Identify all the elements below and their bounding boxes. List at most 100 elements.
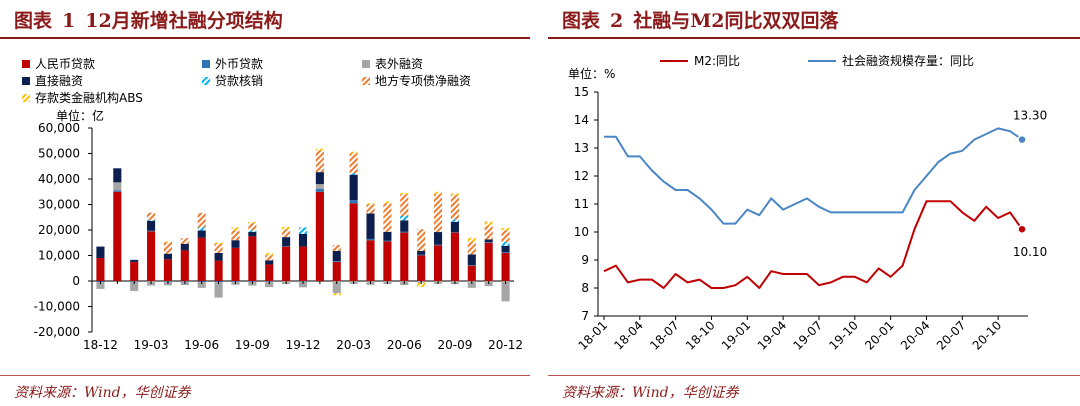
x-tick-label: 19-01: [719, 318, 754, 353]
legend-swatch-fx: [202, 60, 210, 68]
bar-segment-direct-19-04: [163, 253, 173, 260]
bar-segment-abs-19-04: [163, 241, 173, 243]
x-tick-label: 19-10: [826, 318, 861, 353]
left-title-rule: [0, 37, 530, 39]
bar-segment-lgb-20-11: [484, 225, 493, 240]
y-tick-label: -20,000: [34, 325, 80, 339]
bar-segment-lgb-20-08: [433, 193, 443, 233]
x-tick-label: 18-12: [83, 338, 118, 352]
bar-segment-lgb-20-04: [366, 204, 375, 214]
bar-segment-rmb-19-01: [113, 191, 122, 281]
bar-segment-abs-20-09: [450, 193, 459, 196]
bar-segment-fx-20-05: [383, 240, 392, 242]
bar-segment-trust-18-12: [96, 282, 105, 289]
bar-segment-direct-19-02: [130, 259, 139, 262]
bar-segment-direct-19-08: [231, 240, 240, 248]
bar-segment-fx-20-09: [450, 232, 459, 233]
bar-segment-writeoff-20-06: [400, 215, 409, 221]
x-tick-label: 18-07: [647, 318, 682, 353]
right-chart-title: 图表 2 社融与M2同比双双回落: [562, 10, 839, 32]
bar-segment-fx-19-11: [282, 246, 291, 247]
x-tick-label: 19-07: [791, 318, 826, 353]
bar-segment-direct-20-03: [349, 174, 358, 201]
bar-segment-rmb-19-03: [147, 231, 156, 281]
bar-segment-direct-20-08: [433, 232, 443, 245]
bar-segment-rmb-20-12: [501, 252, 510, 281]
bar-segment-lgb-20-02: [332, 245, 341, 251]
bar-segment-rmb-19-05: [180, 250, 189, 281]
x-tick-label: 18-04: [611, 318, 646, 353]
legend-label-abs: 存款类金融机构ABS: [35, 90, 143, 105]
y-tick-label: -10,000: [34, 300, 80, 314]
bar-segment-trust-19-06: [197, 282, 206, 288]
left-chart-title: 图表 1 12月新增社融分项结构: [14, 10, 283, 32]
bar-segment-abs-20-08: [433, 191, 443, 194]
bar-segment-trust-19-10: [265, 281, 274, 288]
bar-segment-writeoff-20-09: [450, 219, 459, 222]
x-tick-label: 20-01: [862, 318, 897, 353]
y-tick-label: 9: [581, 253, 589, 267]
bar-segment-abs-20-03: [349, 151, 358, 154]
left-source-rule: [0, 375, 530, 376]
bar-segment-abs-19-10: [265, 252, 274, 256]
bar-segment-lgb-20-05: [383, 203, 392, 232]
y-tick-label: 12: [574, 169, 589, 183]
x-tick-label: 20-04: [898, 318, 933, 353]
x-tick-label: 18-01: [576, 318, 611, 353]
legend-swatch-abs: [22, 94, 30, 102]
bar-segment-abs-19-09: [248, 221, 257, 224]
bar-segment-lgb-19-10: [265, 255, 274, 261]
legend-swatch-lgb: [362, 77, 370, 85]
legend-label-tsf: 社会融资规模存量：同比: [842, 53, 974, 68]
bar-segment-writeoff-19-09: [248, 230, 257, 232]
bar-segment-direct-20-06: [400, 220, 409, 232]
y-tick-label: 40,000: [38, 172, 80, 186]
bar-segment-lgb-20-09: [450, 195, 459, 220]
bar-segment-fx-20-11: [484, 241, 493, 243]
bar-segment-rmb-20-08: [433, 245, 443, 281]
bar-segment-lgb-19-03: [147, 212, 156, 220]
y-unit-label: 单位：亿: [56, 108, 104, 123]
y-tick-label: 7: [581, 309, 589, 323]
bar-segment-rmb-20-02: [332, 261, 341, 281]
bar-segment-direct-19-03: [147, 220, 156, 231]
x-tick-label: 19-03: [134, 338, 169, 352]
bar-segment-fx-20-04: [366, 238, 375, 241]
bar-segment-abs-20-07: [417, 282, 426, 287]
bar-segment-direct-20-04: [366, 213, 375, 239]
legend-swatch-writeoff: [202, 77, 210, 85]
bar-segment-trust-20-10: [467, 281, 476, 288]
x-tick-label: 20-12: [488, 338, 523, 352]
bar-segment-rmb-19-04: [163, 259, 173, 281]
bar-segment-direct-19-05: [180, 243, 189, 251]
bar-segment-lgb-20-07: [417, 229, 426, 251]
x-tick-label: 19-04: [755, 318, 790, 353]
series-line-tsf: [604, 127, 1023, 225]
bar-segment-writeoff-19-03: [147, 219, 156, 221]
bar-segment-lgb-19-11: [282, 229, 291, 238]
bar-segment-lgb-19-06: [197, 212, 206, 228]
right-source-rule: [548, 375, 1080, 376]
right-source-note: 资料来源：Wind，华创证券: [562, 385, 739, 401]
bar-segment-abs-19-11: [282, 226, 291, 230]
bar-segment-lgb-19-05: [180, 238, 189, 244]
bar-segment-abs-20-06: [400, 193, 409, 195]
y-tick-label: 13: [574, 141, 589, 155]
bar-segment-fx-20-10: [467, 265, 476, 266]
x-tick-label: 20-07: [934, 318, 969, 353]
legend-swatch-rmb: [22, 60, 30, 68]
legend-label-rmb: 人民币贷款: [35, 57, 95, 71]
bar-segment-fx-20-07: [417, 254, 426, 256]
bar-segment-lgb-20-03: [349, 153, 358, 174]
y-tick-label: 10: [574, 225, 589, 239]
bar-segment-abs-20-01: [315, 148, 324, 151]
bar-segment-fx-20-08: [433, 244, 443, 246]
left-chart-panel: 图表 1 12月新增社融分项结构 人民币贷款 外币贷款 表外融资 直接融资 贷款核销 地方专项…: [0, 0, 530, 406]
bar-segment-trust-19-01: [113, 182, 122, 191]
bar-segment-lgb-19-07: [214, 244, 223, 253]
bar-segment-rmb-19-12: [298, 246, 308, 281]
y-tick-label: 8: [581, 281, 589, 295]
legend-label-trust: 表外融资: [375, 57, 423, 71]
